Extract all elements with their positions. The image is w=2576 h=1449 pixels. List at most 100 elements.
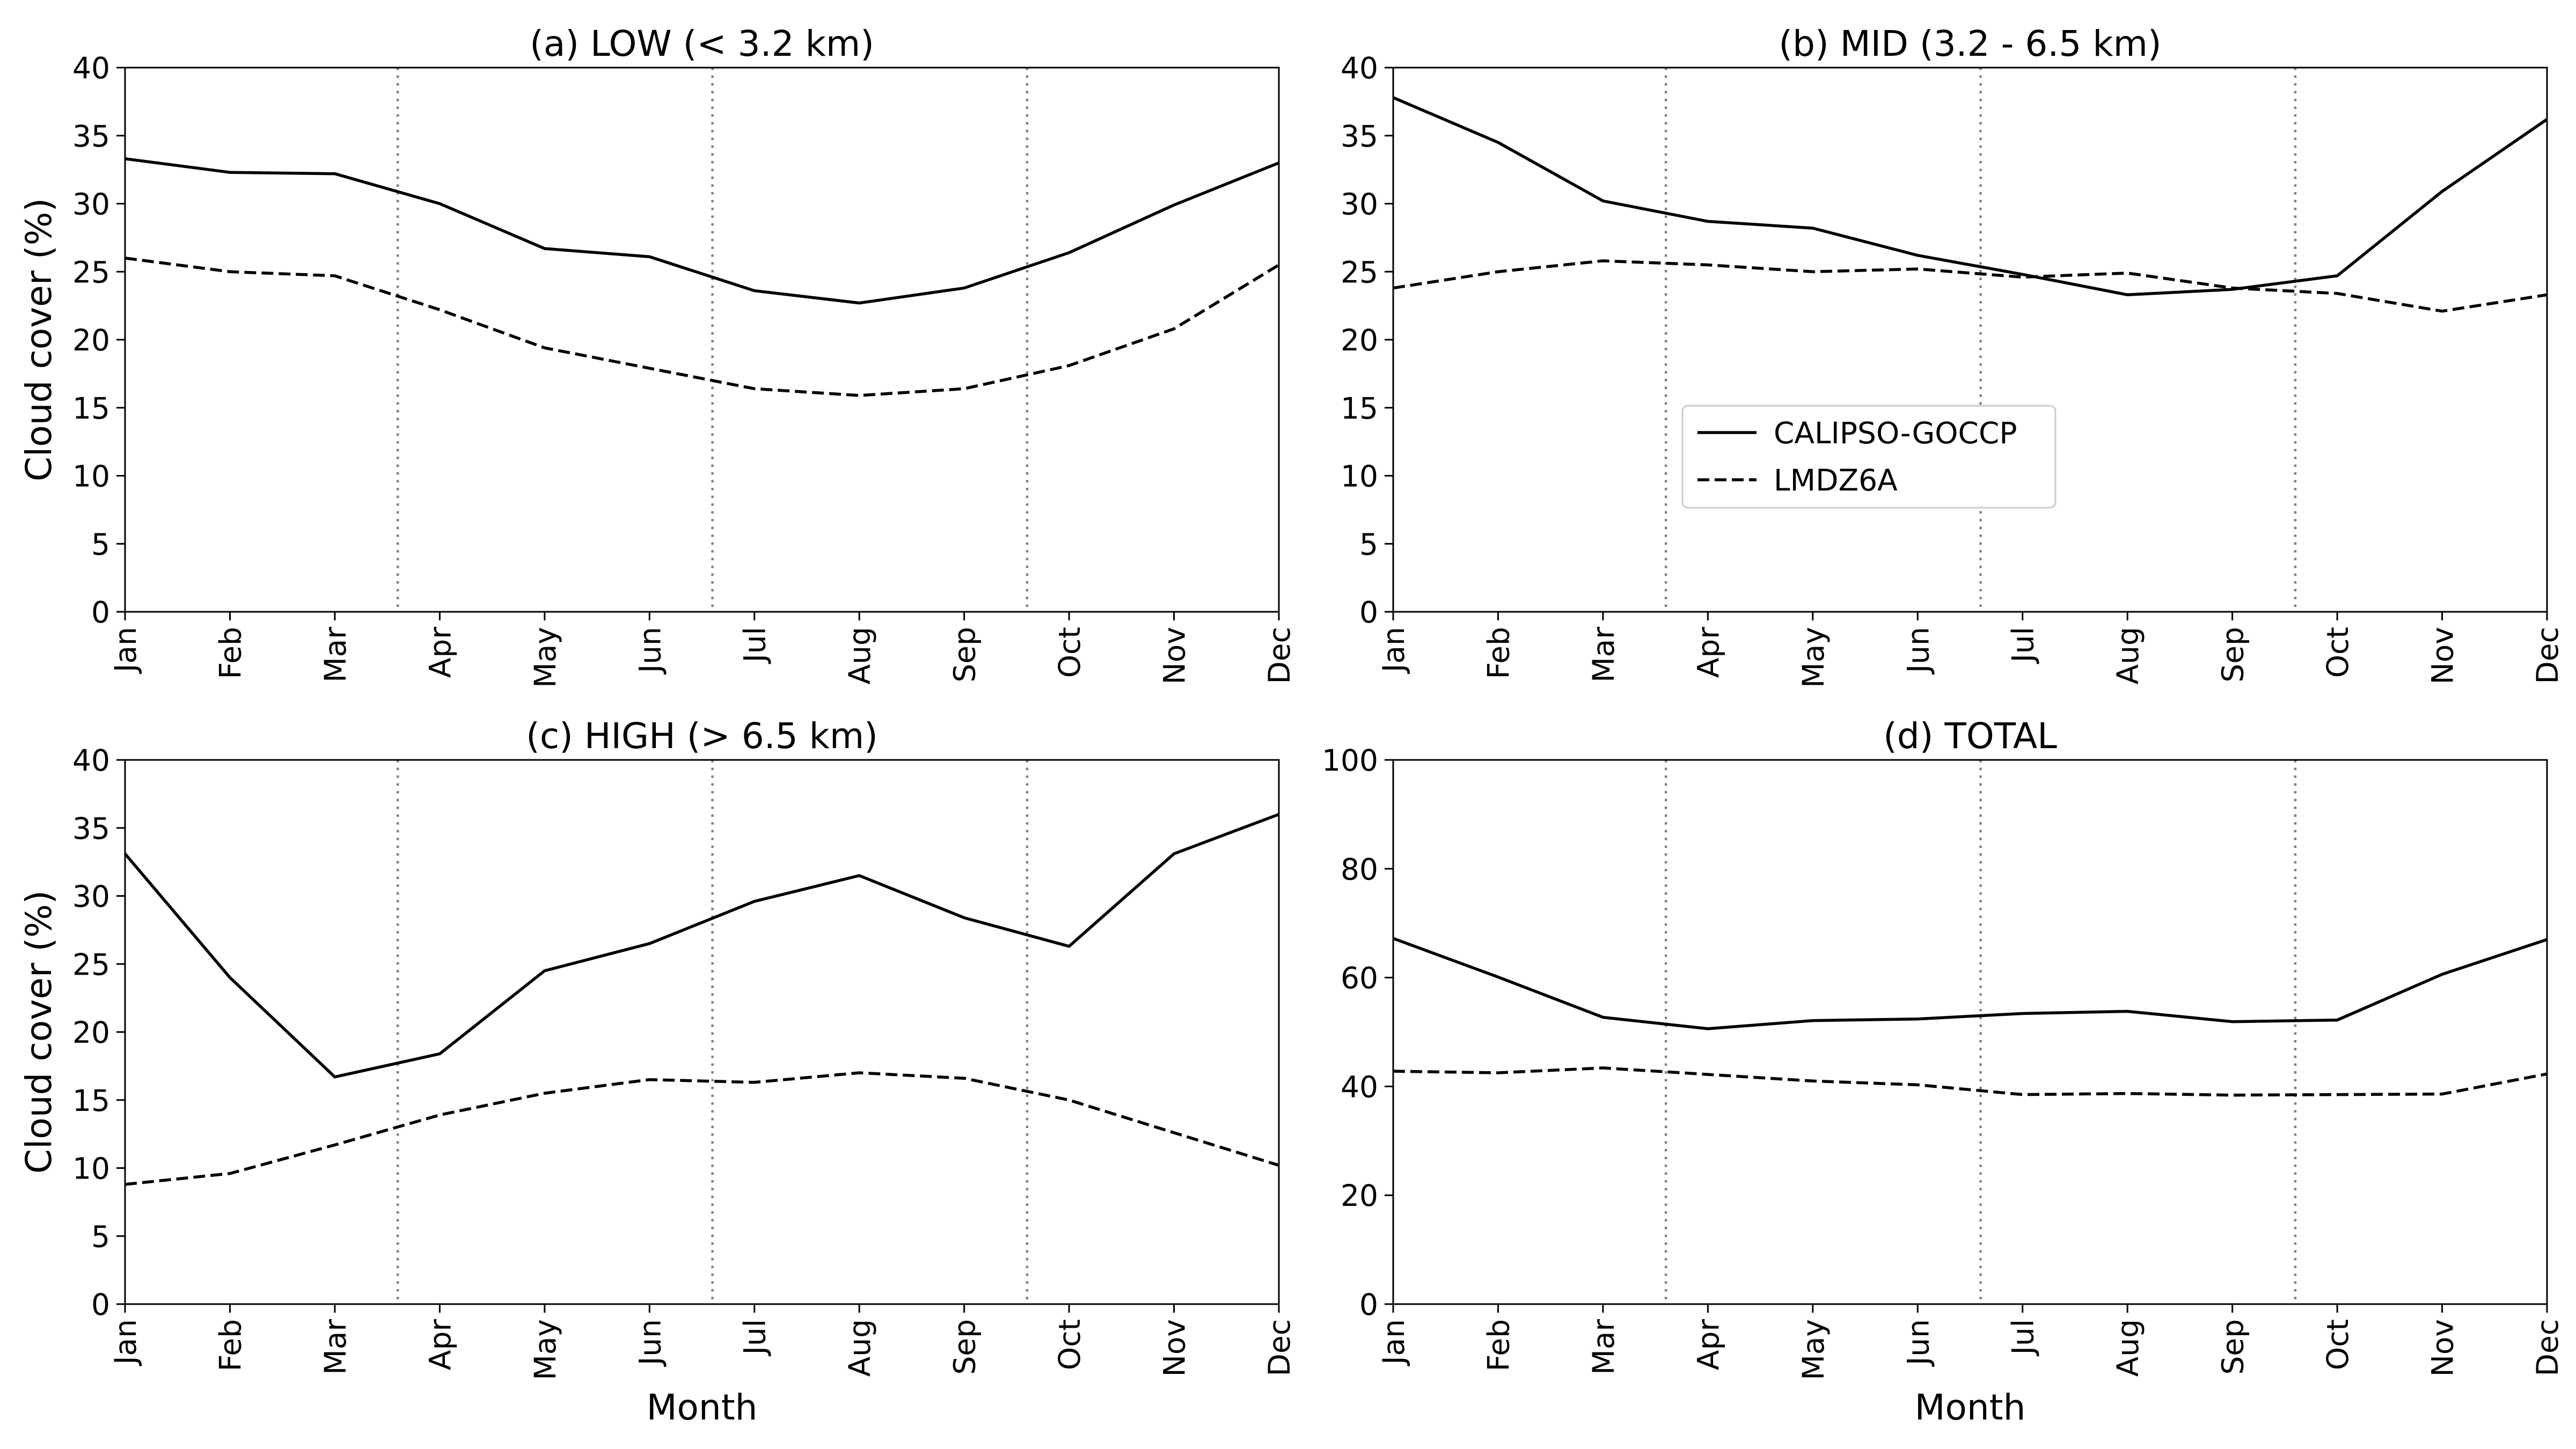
x-tick-label: Jun [1901,627,1935,675]
series-line-calipso-goccp [1393,937,2548,1030]
y-tick-label: 0 [91,1287,110,1322]
x-tick-label: Mar [318,627,353,683]
plot-frame [124,759,1280,1305]
y-tick-label: 40 [72,51,110,85]
y-tick-label: 5 [91,527,110,561]
x-tick-label: Dec [1262,1319,1297,1376]
y-tick-label: 15 [72,1084,110,1118]
y-tick-label: 20 [72,1015,110,1050]
plot-frame [1392,67,2548,613]
x-tick-label: Nov [1158,627,1192,684]
panel-title: (c) HIGH (> 6.5 km) [526,715,878,757]
y-tick-label: 35 [72,811,110,846]
y-tick-label: 100 [1322,743,1378,778]
series-line-lmdz6a [125,1071,1279,1186]
x-tick-label: Apr [423,1319,457,1371]
x-tick-label: Nov [1158,1319,1192,1377]
x-tick-label: May [528,627,562,688]
x-tick-label: Sep [2216,1319,2250,1375]
panel-title: (a) LOW (< 3.2 km) [530,23,874,64]
x-tick-label: Jul [2006,1319,2040,1356]
y-tick-label: 10 [1341,459,1378,494]
y-tick-label: 80 [1341,852,1378,887]
y-tick-label: 60 [1341,961,1378,996]
legend-entry-label: CALIPSO-GOCCP [1774,416,2017,450]
plot-frame [1392,759,2548,1305]
x-tick-label: Jul [738,1319,772,1356]
x-tick-label: Jun [633,627,667,675]
y-tick-label: 0 [91,595,110,630]
x-tick-label: Jan [108,627,143,674]
x-tick-label: Oct [2321,1319,2355,1370]
series-line-lmdz6a [125,257,1280,397]
x-tick-label: Nov [2426,627,2460,684]
y-tick-label: 35 [1341,119,1378,153]
panel-1: 0 5 10 15 20 25 30 35 40 Jan Feb Mar Apr May Jun Jul Aug… [18,23,1297,688]
x-tick-label: May [1796,627,1831,688]
y-tick-label: 35 [72,119,110,153]
series-line-calipso-goccp [1392,96,2548,297]
x-tick-label: Aug [2111,627,2145,684]
y-tick-label: 20 [1341,323,1378,357]
x-tick-label: Dec [1262,627,1297,684]
panel-3: 0 5 10 15 20 25 30 35 40 Jan Feb Mar Apr May Jun Jul Aug… [18,715,1297,1428]
panel-2: 0 5 10 15 20 25 30 35 40 Jan Feb Mar Apr May Jun Jul Aug… [1341,23,2565,688]
x-tick-label: Apr [423,627,457,678]
x-tick-label: Aug [843,627,877,684]
series-line-lmdz6a [1393,1066,2548,1097]
x-tick-label: Mar [1586,1319,1621,1375]
y-tick-label: 20 [72,323,110,357]
y-tick-label: 10 [72,459,110,494]
y-tick-label: 40 [1341,51,1378,85]
x-axis-label: Month [647,1387,758,1428]
x-tick-label: Dec [2530,1319,2565,1376]
y-tick-label: 20 [1341,1179,1378,1213]
y-tick-label: 0 [1359,595,1378,630]
x-tick-label: Mar [1586,627,1621,683]
y-tick-label: 30 [1341,187,1378,222]
legend: CALIPSO-GOCCP LMDZ6A [1681,405,2057,509]
panel-title: (b) MID (3.2 - 6.5 km) [1779,23,2161,64]
y-tick-label: 10 [72,1152,110,1186]
x-tick-label: Feb [1481,1319,1516,1371]
x-tick-label: May [528,1319,562,1380]
x-tick-label: Aug [2111,1319,2145,1377]
y-tick-label: 25 [1341,255,1378,289]
y-tick-label: 30 [72,880,110,914]
x-tick-label: Sep [948,627,982,683]
x-axis-label: Month [1915,1387,2026,1428]
x-tick-label: Jan [1377,1319,1411,1366]
legend-entry-label: LMDZ6A [1774,463,1898,497]
y-tick-label: 15 [72,391,110,426]
y-tick-label: 40 [1341,1070,1378,1104]
x-tick-label: Jan [108,1319,143,1366]
y-tick-label: 5 [91,1219,110,1254]
x-tick-label: May [1796,1319,1831,1380]
x-tick-label: Dec [2530,627,2565,684]
panel-4: 0 20 40 60 80 100 Jan Feb Mar Apr May Jun Jul Aug Sep O… [1322,715,2565,1428]
x-tick-label: Jan [1377,627,1411,674]
series-line-calipso-goccp [125,157,1280,305]
y-axis-label: Cloud cover (%) [18,890,60,1174]
x-tick-label: Oct [2321,627,2355,678]
x-tick-label: Feb [1481,627,1516,679]
y-axis-label: Cloud cover (%) [18,198,60,481]
x-tick-label: Jul [2006,627,2040,664]
y-tick-label: 25 [72,255,110,289]
x-tick-label: Oct [1052,1319,1087,1370]
legend-box [1681,405,2057,509]
y-tick-label: 25 [72,947,110,982]
y-tick-label: 0 [1359,1287,1378,1322]
x-tick-label: Jun [633,1319,667,1367]
y-tick-label: 30 [72,187,110,222]
x-tick-label: Jun [1901,1319,1935,1367]
panel-title: (d) TOTAL [1883,715,2057,757]
y-tick-label: 5 [1359,527,1378,561]
y-tick-label: 15 [1341,391,1378,426]
x-tick-label: Jul [738,627,772,664]
plot-frame [124,67,1280,613]
x-tick-label: Sep [948,1319,982,1375]
x-tick-label: Apr [1691,1319,1725,1371]
x-tick-label: Oct [1052,627,1087,678]
